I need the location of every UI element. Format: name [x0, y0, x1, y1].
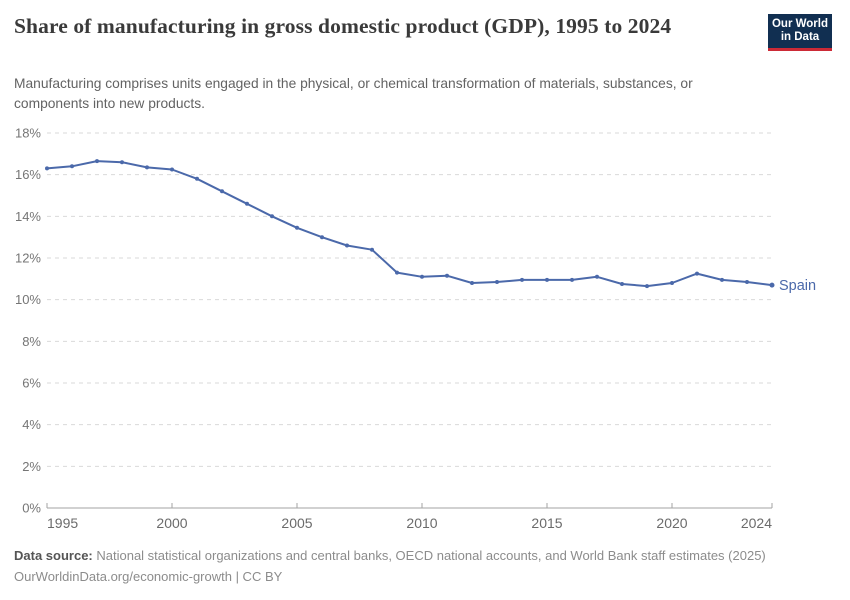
data-point: [345, 243, 349, 248]
data-point: [270, 214, 274, 219]
x-axis-tick-label: 2020: [656, 515, 687, 531]
data-point: [720, 277, 724, 282]
data-point: [620, 282, 624, 286]
y-axis-tick-label: 6%: [22, 376, 41, 391]
data-point: [470, 281, 474, 285]
data-point: [595, 274, 599, 279]
data-point: [520, 277, 524, 282]
series-end-label: Spain: [779, 278, 816, 294]
data-point: [245, 201, 249, 206]
y-axis-tick-label: 2%: [22, 459, 41, 474]
x-axis-tick-label: 2015: [531, 515, 562, 531]
page-title: Share of manufacturing in gross domestic…: [14, 14, 672, 38]
data-point: [370, 247, 374, 252]
data-point: [769, 282, 775, 288]
data-line: [46, 160, 773, 288]
logo-text-line1: Our World: [771, 18, 828, 30]
data-point: [545, 277, 549, 282]
y-axis-tick-label: 0%: [22, 501, 41, 516]
x-axis-tick-label: 1995: [47, 515, 78, 531]
logo-text-line2: in Data: [780, 30, 820, 43]
data-point: [320, 235, 324, 240]
data-point: [670, 281, 674, 285]
x-axis-tick-label: 2000: [156, 515, 187, 531]
y-axis-tick-label: 10%: [15, 292, 41, 307]
data-point: [195, 176, 199, 181]
datasource-text: National statistical organizations and c…: [96, 548, 766, 563]
data-point: [70, 164, 74, 169]
data-point: [745, 280, 749, 284]
data-point: [445, 273, 449, 278]
datasource-line: Data source: National statistical organi…: [14, 548, 766, 563]
y-axis-tick-label: 16%: [15, 167, 41, 182]
y-axis-tick-label: 4%: [22, 417, 41, 432]
data-point: [395, 270, 399, 275]
data-point: [120, 160, 124, 165]
y-axis-tick-label: 18%: [15, 126, 41, 141]
data-point: [645, 284, 649, 289]
data-point: [220, 189, 224, 194]
data-point: [570, 277, 574, 282]
attribution-line: OurWorldinData.org/economic-growth | CC …: [14, 569, 283, 584]
data-point: [695, 271, 699, 276]
x-axis-tick-label: 2024: [741, 515, 772, 531]
x-axis-tick-label: 2005: [281, 515, 312, 531]
y-axis-tick-label: 14%: [15, 209, 41, 224]
data-point: [420, 274, 424, 279]
data-point: [45, 166, 49, 171]
chart-subtitle: Manufacturing comprises units engaged in…: [14, 76, 693, 111]
data-point: [95, 159, 99, 164]
data-point: [295, 225, 299, 230]
x-axis-tick-label: 2010: [406, 515, 437, 531]
y-axis-tick-label: 12%: [15, 251, 41, 266]
y-axis-tick-label: 8%: [22, 334, 41, 349]
data-point: [170, 167, 174, 172]
data-point: [495, 280, 499, 284]
owid-logo: Our World in Data: [768, 14, 832, 51]
datasource-label: Data source:: [14, 548, 93, 563]
data-point: [145, 165, 149, 170]
logo-red-bar: [768, 47, 832, 51]
